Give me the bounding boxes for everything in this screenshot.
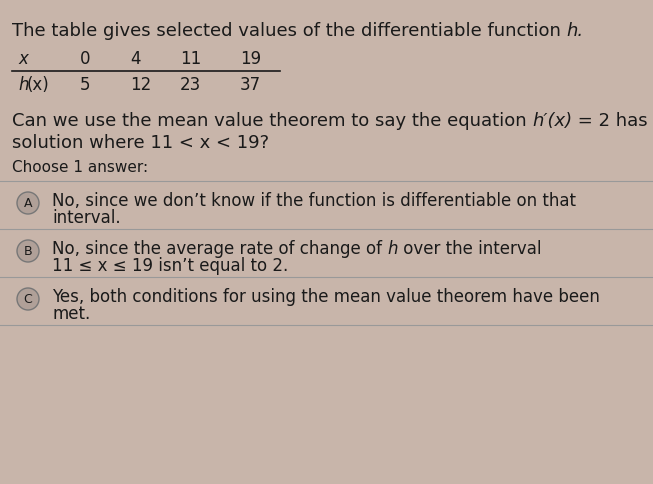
Text: B: B	[24, 245, 32, 258]
Text: interval.: interval.	[52, 209, 121, 227]
Text: No, since the average rate of change of: No, since the average rate of change of	[52, 240, 387, 257]
Text: x: x	[18, 50, 28, 68]
Text: h′(x): h′(x)	[532, 112, 573, 130]
Text: C: C	[24, 293, 33, 306]
Text: A: A	[24, 197, 32, 210]
Text: 23: 23	[180, 76, 201, 94]
Text: Yes, both conditions for using the mean value theorem have been: Yes, both conditions for using the mean …	[52, 287, 600, 305]
Text: 0: 0	[80, 50, 91, 68]
Text: Choose 1 answer:: Choose 1 answer:	[12, 160, 148, 175]
Text: met.: met.	[52, 304, 90, 322]
Text: = 2 has a: = 2 has a	[573, 112, 653, 130]
Circle shape	[17, 288, 39, 310]
Text: h: h	[387, 240, 398, 257]
Text: over the interval: over the interval	[398, 240, 541, 257]
Text: 5: 5	[80, 76, 91, 94]
Text: Can we use the mean value theorem to say the equation: Can we use the mean value theorem to say…	[12, 112, 532, 130]
Text: 12: 12	[130, 76, 151, 94]
Text: solution where 11 < x < 19?: solution where 11 < x < 19?	[12, 134, 269, 151]
Text: 4: 4	[130, 50, 140, 68]
Text: 37: 37	[240, 76, 261, 94]
Text: No, since we don’t know if the function is differentiable on that: No, since we don’t know if the function …	[52, 192, 576, 210]
Text: h: h	[18, 76, 29, 94]
Text: 19: 19	[240, 50, 261, 68]
Text: 11 ≤ x ≤ 19 isn’t equal to 2.: 11 ≤ x ≤ 19 isn’t equal to 2.	[52, 257, 288, 274]
Circle shape	[17, 241, 39, 262]
Text: The table gives selected values of the differentiable function: The table gives selected values of the d…	[12, 22, 567, 40]
Text: h.: h.	[567, 22, 584, 40]
Text: 11: 11	[180, 50, 201, 68]
Text: (x): (x)	[27, 76, 50, 94]
Circle shape	[17, 193, 39, 214]
